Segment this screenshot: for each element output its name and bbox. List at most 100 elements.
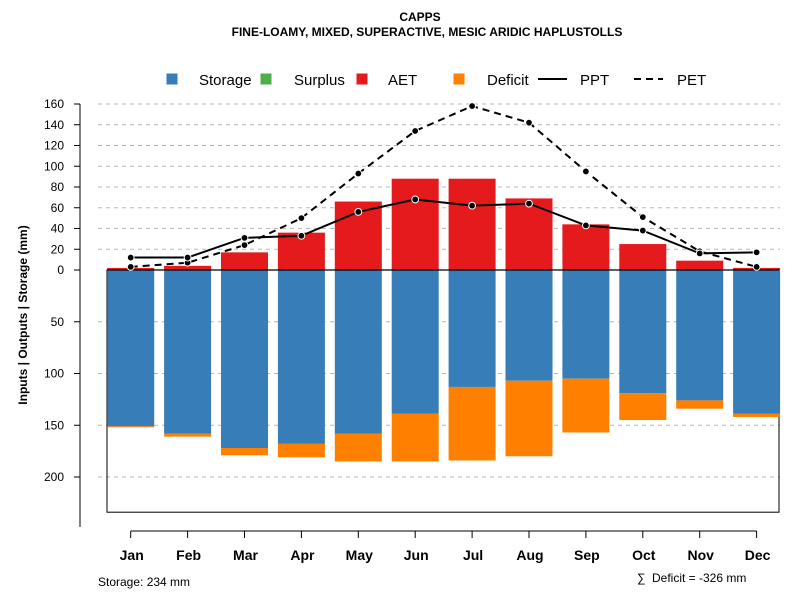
aet-bar	[391, 178, 439, 270]
chart-subtitle: FINE-LOAMY, MIXED, SUPERACTIVE, MESIC AR…	[232, 25, 623, 39]
aet-bar	[562, 224, 610, 270]
legend-label-ppt: PPT	[580, 72, 609, 89]
axes: 0 20 40 60 80 100 120 140 160 50 100 150 200 Jan Feb Ma…	[44, 97, 771, 563]
bars	[107, 178, 781, 462]
pet-point	[468, 102, 477, 110]
deficit-bar	[221, 448, 268, 456]
deficit-bar	[164, 433, 212, 437]
aet-bar	[448, 178, 496, 270]
ppt-point	[126, 253, 135, 262]
ppt-point	[411, 195, 420, 204]
x-tick-label: Sep	[574, 547, 600, 563]
storage-bar	[391, 270, 439, 414]
pet-point	[126, 262, 135, 271]
y-tick-label: 80	[51, 180, 65, 194]
legend-label-storage: Storage	[199, 72, 252, 89]
ppt-line	[130, 198, 757, 259]
deficit-bar	[505, 380, 553, 457]
ppt-point	[752, 248, 761, 257]
footer-sum-symbol: ∑	[637, 571, 646, 585]
ppt-point	[183, 253, 192, 262]
y-tick-label: 0	[57, 263, 64, 277]
aet-bar	[164, 265, 212, 270]
y-axis-label: Inputs | Outputs | Storage (mm)	[16, 225, 30, 404]
y-tick-label: 200	[44, 470, 64, 484]
x-tick-label: Feb	[176, 547, 201, 563]
y-tick-label: 120	[44, 139, 64, 153]
storage-bar	[164, 270, 212, 434]
legend-label-surplus: Surplus	[294, 72, 345, 89]
x-tick-label: Dec	[745, 547, 771, 563]
legend-label-pet: PET	[677, 72, 706, 89]
y-tick-label: 60	[51, 201, 65, 215]
storage-bar	[619, 270, 667, 394]
x-tick-label: Jun	[404, 547, 429, 563]
deficit-bar	[448, 386, 496, 461]
footer-storage: Storage: 234 mm	[98, 575, 190, 589]
pet-point	[240, 241, 249, 250]
y-tick-label: 150	[44, 418, 64, 432]
y-tick-label: 50	[51, 315, 65, 329]
deficit-bar	[107, 426, 155, 428]
deficit-bar	[619, 393, 667, 421]
x-tick-label: Nov	[687, 547, 714, 563]
legend-label-deficit: Deficit	[487, 72, 530, 89]
deficit-bar	[391, 413, 439, 462]
pet-point	[525, 118, 533, 127]
ppt-point	[468, 201, 477, 210]
pet-point	[752, 262, 761, 271]
deficit-bar	[277, 443, 325, 458]
deficit-bar	[334, 433, 382, 462]
footer-deficit: Deficit = -326 mm	[652, 571, 746, 585]
storage-bar	[676, 270, 724, 401]
y-tick-label: 100	[44, 159, 64, 173]
legend-label-aet: AET	[388, 72, 417, 89]
ppt-point	[240, 233, 249, 242]
y-tick-label: 100	[44, 367, 64, 381]
y-tick-label: 160	[44, 97, 64, 111]
legend: Storage Surplus AET Deficit PPT PET	[166, 72, 706, 89]
x-tick-label: Apr	[290, 547, 315, 563]
storage-bar	[334, 270, 382, 434]
legend-swatch-surplus	[260, 73, 272, 85]
storage-bar	[505, 270, 553, 381]
pet-point	[354, 169, 363, 178]
storage-bar	[107, 270, 155, 427]
aet-bar	[619, 244, 667, 270]
pet-point	[638, 213, 647, 221]
ppt-point	[525, 199, 533, 208]
x-tick-label: Jul	[463, 547, 483, 563]
x-tick-label: Oct	[632, 547, 656, 563]
storage-bar	[221, 270, 268, 449]
storage-bar	[448, 270, 496, 387]
x-tick-label: Jan	[120, 547, 144, 563]
storage-bar	[277, 270, 325, 444]
ppt-point	[297, 231, 306, 240]
y-tick-label: 140	[44, 118, 64, 132]
lines	[126, 102, 761, 271]
deficit-bar	[562, 378, 610, 433]
x-tick-label: Aug	[516, 547, 543, 563]
pet-point	[582, 167, 590, 176]
ppt-point	[582, 221, 590, 230]
ppt-point	[638, 226, 647, 235]
y-tick-label: 40	[51, 222, 65, 236]
ppt-point	[695, 249, 704, 258]
legend-swatch-deficit	[453, 73, 465, 85]
aet-bar	[221, 252, 268, 270]
storage-bar	[733, 270, 781, 414]
pet-point	[411, 127, 420, 135]
x-tick-label: Mar	[233, 547, 258, 563]
chart-title: CAPPS	[399, 10, 440, 24]
pet-line	[130, 105, 757, 268]
legend-swatch-aet	[356, 73, 368, 85]
pet-point	[297, 214, 306, 223]
deficit-bar	[676, 400, 724, 409]
ppt-point	[354, 208, 363, 216]
storage-bar	[562, 270, 610, 379]
legend-swatch-storage	[166, 73, 178, 85]
deficit-bar	[733, 413, 781, 417]
x-tick-label: May	[346, 547, 373, 563]
aet-bar	[676, 260, 724, 270]
